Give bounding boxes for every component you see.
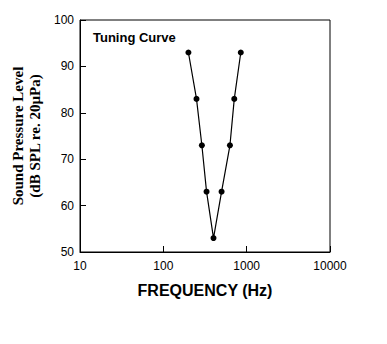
svg-text:50: 50 [61, 245, 75, 259]
svg-text:10: 10 [73, 259, 87, 273]
svg-text:100: 100 [153, 259, 173, 273]
svg-text:Sound Pressure Level: Sound Pressure Level [10, 67, 26, 206]
svg-text:1000: 1000 [233, 259, 260, 273]
svg-text:100: 100 [54, 13, 74, 27]
svg-text:90: 90 [61, 59, 75, 73]
svg-text:60: 60 [61, 199, 75, 213]
svg-text:Tuning Curve: Tuning Curve [93, 30, 176, 45]
svg-text:70: 70 [61, 152, 75, 166]
svg-text:80: 80 [61, 106, 75, 120]
svg-text:10000: 10000 [313, 259, 347, 273]
svg-text:FREQUENCY (Hz): FREQUENCY (Hz) [138, 282, 273, 299]
svg-text:(dB SPL re. 20µPa): (dB SPL re. 20µPa) [27, 74, 44, 197]
